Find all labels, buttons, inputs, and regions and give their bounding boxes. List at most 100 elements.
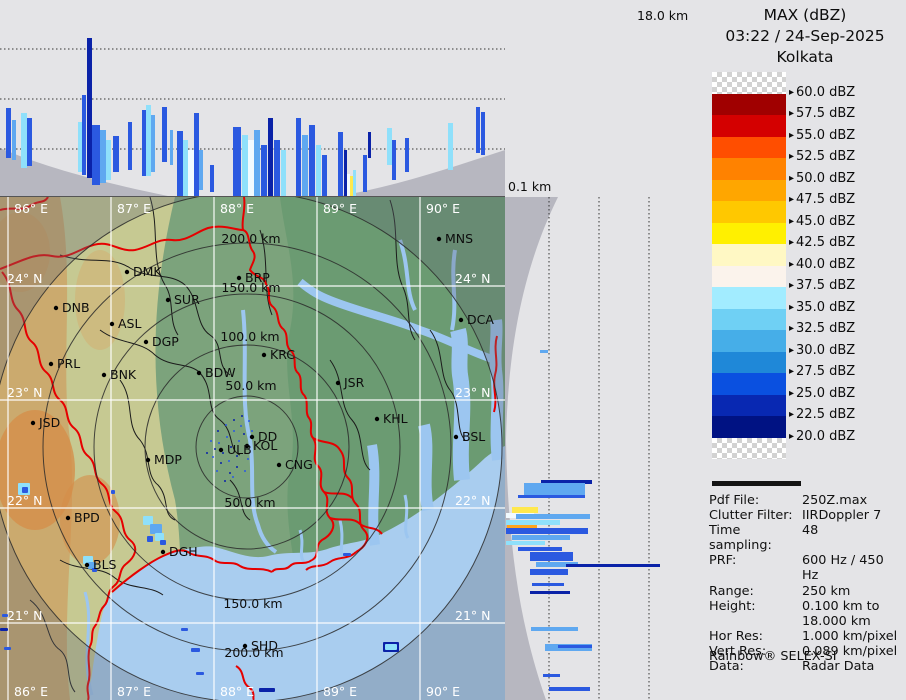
metadata-label: Pdf File: [709, 493, 760, 508]
city-marker-DGP[interactable] [143, 339, 149, 345]
city-label-BLS: BLS [93, 557, 117, 572]
map-echo [226, 436, 228, 438]
dbz-band-9 [712, 265, 786, 287]
metadata-value: IIRDoppler 7 [802, 508, 882, 524]
height-scale-min-label: 0.1 km [508, 179, 552, 194]
city-marker-DD[interactable] [249, 434, 255, 440]
metadata-value: 18.000 km [802, 613, 871, 629]
range-ring-label: 100.0 km [220, 329, 279, 344]
city-marker-SHD[interactable] [242, 643, 248, 649]
tick-arrow-icon: ▸ [789, 86, 795, 98]
map-echo [243, 433, 245, 435]
metadata-label [709, 614, 802, 629]
echo-column [261, 145, 267, 196]
city-marker-MNS[interactable] [436, 236, 442, 242]
echo-column [78, 122, 82, 172]
city-marker-ULB[interactable] [218, 447, 224, 453]
latitude-label: 21° N [455, 608, 490, 623]
city-marker-JSD[interactable] [30, 420, 36, 426]
echo-row [531, 627, 578, 631]
map-echo [2, 614, 8, 617]
tick-arrow-icon: ▸ [789, 344, 795, 356]
city-marker-DCA[interactable] [458, 317, 464, 323]
tick-arrow-icon: ▸ [789, 129, 795, 141]
city-marker-BDW[interactable] [196, 370, 202, 376]
dbz-tick-30.0-dBZ: ▸ 30.0 dBZ [789, 342, 856, 358]
city-marker-BRP[interactable] [236, 275, 242, 281]
city-marker-DGH[interactable] [160, 549, 166, 555]
city-label-SHD: SHD [251, 638, 278, 653]
echo-row [530, 591, 570, 594]
echo-row [530, 552, 573, 561]
city-label-MDP: MDP [154, 452, 182, 467]
height-scale-max-label: 18.0 km [637, 8, 689, 23]
city-marker-ASL[interactable] [109, 321, 115, 327]
tick-arrow-icon: ▸ [789, 409, 795, 420]
dbz-band-4 [712, 158, 786, 180]
tick-arrow-icon: ▸ [789, 366, 795, 377]
right-panel-background [505, 197, 660, 700]
radar-map[interactable]: 86° E 86° E 87° E 87° E 88° E 88° E 89° E 89° E… [0, 197, 505, 700]
map-echo [225, 424, 227, 426]
echo-row [532, 583, 564, 586]
echo-column [146, 105, 151, 176]
echo-column [344, 150, 347, 196]
city-label-CNG: CNG [285, 457, 313, 472]
echo-column [183, 140, 188, 196]
city-marker-CNG[interactable] [276, 462, 282, 468]
echo-column [248, 140, 254, 196]
echo-row [516, 514, 590, 519]
map-echo [88, 562, 96, 569]
city-label-SUR: SUR [174, 292, 200, 307]
city-marker-SUR[interactable] [165, 297, 171, 303]
echo-row [558, 645, 592, 648]
range-ring-label: 50.0 km [224, 495, 275, 510]
longitude-label: 88° E [220, 684, 254, 699]
city-marker-BPD[interactable] [65, 515, 71, 521]
map-echo [232, 476, 234, 478]
out-of-range-dimming [0, 197, 505, 700]
city-marker-DMK[interactable] [124, 269, 130, 275]
map-echo [238, 440, 240, 442]
tick-arrow-icon: ▸ [789, 387, 795, 399]
station-name: Kolkata [776, 48, 834, 66]
echo-row [512, 535, 570, 540]
echo-column [151, 115, 155, 172]
city-marker-KOL[interactable] [244, 443, 250, 449]
map-echo [228, 460, 230, 462]
metadata-value: 0.089 km/pixel [802, 643, 898, 659]
dbz-band-10 [712, 287, 786, 309]
echo-column [448, 123, 453, 170]
city-marker-KRC[interactable] [261, 352, 267, 358]
city-marker-KHL[interactable] [374, 416, 380, 422]
map-echo [220, 462, 222, 464]
city-marker-BLS[interactable] [84, 562, 90, 568]
city-marker-DNB[interactable] [53, 305, 59, 311]
city-marker-MDP[interactable] [145, 457, 151, 463]
range-ring-label: 200.0 km [224, 645, 283, 660]
echo-column [302, 135, 308, 196]
metadata-label: PRF: [709, 553, 737, 569]
city-marker-BSL[interactable] [453, 434, 459, 440]
echo-row [518, 495, 585, 498]
city-marker-PRL[interactable] [48, 361, 54, 367]
metadata-value: 48 [802, 523, 819, 539]
longitude-label: 87° E [117, 201, 151, 216]
range-ring-label: 150.0 km [223, 596, 282, 611]
city-marker-JSR[interactable] [335, 380, 341, 386]
range-ring-label: 50.0 km [225, 378, 276, 393]
map-echo [244, 470, 246, 472]
city-label-DGH: DGH [169, 544, 198, 559]
map-echo [236, 466, 238, 468]
city-label-KOL: KOL [253, 438, 277, 453]
dbz-band-13 [712, 351, 786, 373]
echo-row [541, 480, 592, 484]
city-marker-BNK[interactable] [101, 372, 107, 378]
metadata-value: 0.100 km to [802, 598, 880, 614]
echo-row [506, 520, 560, 525]
tick-arrow-icon: ▸ [789, 430, 795, 442]
echo-row [506, 541, 545, 545]
city-label-MNS: MNS [445, 231, 473, 246]
metadata-row-1: Clutter Filter: IIRDoppler 7 [709, 508, 904, 523]
